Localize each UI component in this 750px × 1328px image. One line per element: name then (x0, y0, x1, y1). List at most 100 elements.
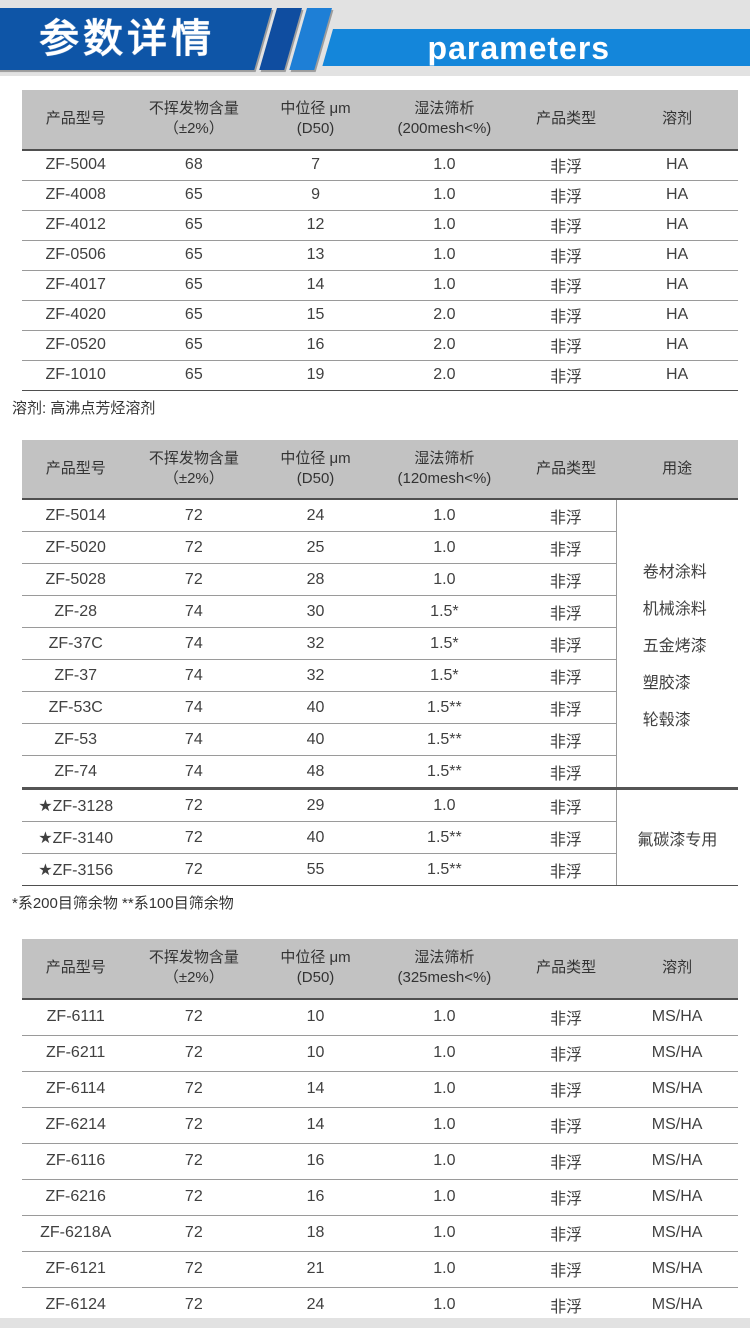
cell: 25 (258, 531, 373, 564)
cell: 1.5** (372, 723, 516, 756)
cell: 1.5* (372, 659, 516, 692)
cell: ZF-6121 (22, 1251, 130, 1288)
table-row: ZF-6111 72 10 1.0 非浮 MS/HA (22, 998, 738, 1036)
cell: 72 (129, 531, 259, 564)
table-row: ★ZF-3128 72 29 1.0 非浮 氟碳漆专用 (22, 787, 738, 886)
cell: 65 (129, 240, 259, 271)
cell: 40 (258, 691, 373, 724)
table-row: ZF-5014 72 24 1.0 非浮 卷材涂料 机械涂料 五金烤漆 塑胶漆 轮毂漆 (22, 499, 738, 789)
cell: ZF-5014 (22, 499, 130, 532)
cell: 72 (129, 821, 259, 854)
cell: 14 (258, 270, 373, 301)
cell: 非浮 (516, 595, 617, 628)
table-row: ZF-5028 72 28 1.0 非浮 (22, 563, 738, 596)
header-row: 产品型号 不挥发物含量 （±2%） 中位径 μm (D50) 湿法筛析 (120mesh<%… (22, 439, 738, 500)
cell: 74 (129, 659, 259, 692)
cell: 74 (129, 595, 259, 628)
table-row: ZF-6211 72 10 1.0 非浮 MS/HA (22, 1035, 738, 1072)
column-header: 产品类型 (516, 439, 617, 500)
cell: 非浮 (516, 1287, 617, 1318)
cell: ZF-37C (22, 627, 130, 660)
cell: ZF-6216 (22, 1179, 130, 1216)
usage-item: 五金烤漆 (642, 637, 707, 655)
cell: 15 (258, 300, 373, 331)
table-row: ZF-0506 65 13 1.0 非浮 HA (22, 240, 738, 271)
cell: 16 (258, 330, 373, 361)
cell: ZF-53 (22, 723, 130, 756)
cell: MS/HA (616, 1179, 738, 1216)
cell: 16 (258, 1143, 373, 1180)
cell: MS/HA (616, 1107, 738, 1144)
cell: 非浮 (516, 210, 617, 241)
cell: 1.0 (372, 563, 516, 596)
column-header: 湿法筛析 (200mesh<%) (372, 90, 516, 151)
cell: 1.0 (372, 180, 516, 211)
cell: 72 (129, 1251, 259, 1288)
table-row: ZF-0520 65 16 2.0 非浮 HA (22, 330, 738, 361)
cell: 1.5* (372, 627, 516, 660)
column-header: 溶剂 (616, 939, 738, 1000)
cell: 非浮 (516, 821, 617, 854)
cell: 55 (258, 853, 373, 886)
cell: 1.0 (372, 1143, 516, 1180)
cell: HA (616, 270, 738, 301)
cell: 非浮 (516, 787, 617, 822)
cell: 72 (129, 1035, 259, 1072)
usage-item: 塑胶漆 (642, 674, 691, 692)
cell: ★ZF-3156 (22, 853, 130, 886)
column-header: 中位径 μm (D50) (258, 439, 373, 500)
banner: parameters 参数详情 (0, 0, 750, 76)
usage-item: 卷材涂料 (642, 563, 707, 581)
column-header: 不挥发物含量 （±2%） (129, 90, 259, 151)
cell: HA (616, 149, 738, 181)
cell: 非浮 (516, 180, 617, 211)
parameters-content: 产品型号 不挥发物含量 （±2%） 中位径 μm (D50) 湿法筛析 (200mesh<%… (0, 76, 750, 1318)
cell: 1.0 (372, 1107, 516, 1144)
cell: 1.0 (372, 1287, 516, 1318)
cell: 2.0 (372, 300, 516, 331)
cell: 非浮 (516, 1143, 617, 1180)
cell: 1.0 (372, 998, 516, 1036)
cell: 非浮 (516, 1251, 617, 1288)
cell: 1.0 (372, 240, 516, 271)
cell: ZF-6111 (22, 998, 130, 1036)
spec-table-section-325mesh: 产品型号 不挥发物含量 （±2%） 中位径 μm (D50) 湿法筛析 (325mesh<%… (0, 913, 750, 1318)
cell: ZF-6218A (22, 1215, 130, 1252)
cell: 1.0 (372, 210, 516, 241)
cell: 非浮 (516, 270, 617, 301)
cell: ZF-1010 (22, 360, 130, 391)
cell: 24 (258, 1287, 373, 1318)
cell: 1.5** (372, 821, 516, 854)
table-row: ZF-4012 65 12 1.0 非浮 HA (22, 210, 738, 241)
table-row: ZF-74 74 48 1.5** 非浮 (22, 755, 738, 789)
sieve-residue-footnote: *系200目筛余物 **系100目筛余物 (12, 895, 234, 912)
table-row: ZF-6124 72 24 1.0 非浮 MS/HA (22, 1287, 738, 1318)
cell: 72 (129, 1215, 259, 1252)
cell: HA (616, 240, 738, 271)
column-header: 不挥发物含量 （±2%） (129, 939, 259, 1000)
cell: 非浮 (516, 1215, 617, 1252)
usage-cell: 卷材涂料 机械涂料 五金烤漆 塑胶漆 轮毂漆 (615, 499, 738, 789)
cell: 1.5** (372, 755, 516, 789)
cell: 1.0 (372, 1071, 516, 1108)
table-row: ZF-1010 65 19 2.0 非浮 HA (22, 360, 738, 391)
cell: ZF-6114 (22, 1071, 130, 1108)
usage-cell: 氟碳漆专用 (615, 787, 738, 886)
cell: 1.0 (372, 787, 516, 822)
cell: 74 (129, 723, 259, 756)
cell: 1.0 (372, 531, 516, 564)
cell: 72 (129, 1107, 259, 1144)
cell: 非浮 (516, 563, 617, 596)
cell: 1.5** (372, 853, 516, 886)
column-header: 用途 (616, 439, 738, 500)
table-row: ZF-6216 72 16 1.0 非浮 MS/HA (22, 1179, 738, 1216)
cell: 7 (258, 149, 373, 181)
cell: 10 (258, 998, 373, 1036)
cell: 29 (258, 787, 373, 822)
table-row: ZF-5004 68 7 1.0 非浮 HA (22, 149, 738, 181)
cell: 1.0 (372, 1215, 516, 1252)
cell: 40 (258, 821, 373, 854)
column-header: 产品型号 (22, 939, 130, 1000)
cell: 72 (129, 787, 259, 822)
cell: ZF-4020 (22, 300, 130, 331)
